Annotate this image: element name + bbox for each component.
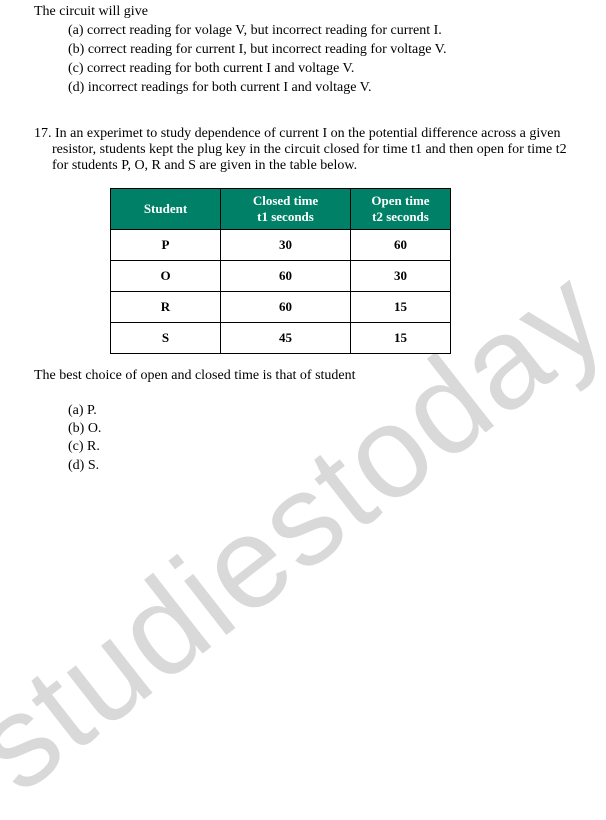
th-closed-line2: t1 seconds: [257, 209, 314, 224]
cell-student: O: [111, 261, 221, 292]
th-student: Student: [111, 188, 221, 230]
table-row: S 45 15: [111, 323, 451, 354]
cell-student: P: [111, 230, 221, 261]
q17-table: Student Closed time t1 seconds Open time…: [110, 188, 451, 355]
cell-open: 15: [351, 292, 451, 323]
q16-option-c: (c) correct reading for both current I a…: [68, 60, 586, 79]
q16-option-b: (b) correct reading for current I, but i…: [68, 41, 586, 60]
table-row: P 30 60: [111, 230, 451, 261]
th-open: Open time t2 seconds: [351, 188, 451, 230]
q17-options: (a) P. (b) O. (c) R. (d) S.: [68, 402, 586, 475]
cell-closed: 60: [221, 261, 351, 292]
th-closed-line1: Closed time: [253, 193, 318, 208]
cell-open: 15: [351, 323, 451, 354]
q17-block: 17. In an experimet to study dependence …: [20, 126, 586, 475]
q16-option-d: (d) incorrect readings for both current …: [68, 79, 586, 98]
th-closed: Closed time t1 seconds: [221, 188, 351, 230]
q17-option-b: (b) O.: [68, 420, 586, 438]
q16-option-a: (a) correct reading for volage V, but in…: [68, 22, 586, 41]
table-header-row: Student Closed time t1 seconds Open time…: [111, 188, 451, 230]
cell-closed: 30: [221, 230, 351, 261]
cell-student: R: [111, 292, 221, 323]
th-open-line1: Open time: [371, 193, 429, 208]
q17-option-c: (c) R.: [68, 438, 586, 456]
q17-after-table: The best choice of open and closed time …: [34, 368, 586, 384]
th-open-line2: t2 seconds: [372, 209, 429, 224]
q17-option-d: (d) S.: [68, 457, 586, 475]
cell-open: 60: [351, 230, 451, 261]
cell-open: 30: [351, 261, 451, 292]
cell-student: S: [111, 323, 221, 354]
q16-stem: The circuit will give: [34, 4, 586, 20]
q17-number: 17.: [34, 126, 52, 141]
q17-option-a: (a) P.: [68, 402, 586, 420]
q16-options: (a) correct reading for volage V, but in…: [68, 22, 586, 98]
page-content: The circuit will give (a) correct readin…: [0, 0, 606, 475]
table-row: O 60 30: [111, 261, 451, 292]
q17-text: In an experimet to study dependence of c…: [52, 126, 567, 173]
q17-table-wrap: Student Closed time t1 seconds Open time…: [110, 188, 586, 355]
table-row: R 60 15: [111, 292, 451, 323]
cell-closed: 60: [221, 292, 351, 323]
cell-closed: 45: [221, 323, 351, 354]
